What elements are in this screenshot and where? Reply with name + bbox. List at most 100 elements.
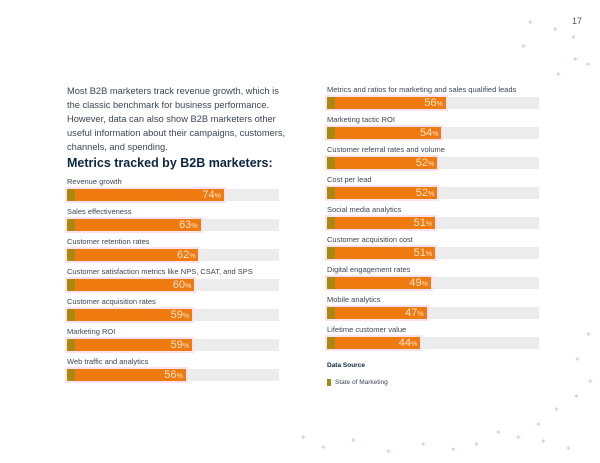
- source-segment: [327, 97, 335, 109]
- source-segment: [327, 307, 335, 319]
- bar-track: 47%: [327, 307, 539, 319]
- bar-track: 74%: [67, 189, 279, 201]
- bar-value-label: 63%: [179, 219, 198, 231]
- bar-label: Social media analytics: [327, 205, 402, 214]
- source-segment: [67, 339, 75, 351]
- source-segment: [327, 187, 335, 199]
- bar-label: Web traffic and analytics: [67, 357, 149, 366]
- sparkle-icon: ✦: [473, 440, 480, 449]
- sparkle-icon: ✦: [535, 420, 542, 429]
- intro-text: Most B2B marketers track revenue growth,…: [67, 86, 286, 152]
- bar-row: Metrics and ratios for marketing and sal…: [327, 85, 539, 115]
- bar-track: 52%: [327, 157, 539, 169]
- bar-value-label: 60%: [172, 279, 192, 291]
- bar-track: 54%: [327, 127, 539, 139]
- bar-value-label: 62%: [176, 249, 196, 261]
- source-segment: [327, 337, 335, 349]
- source-segment: [327, 157, 335, 169]
- bar-track: 56%: [67, 369, 279, 381]
- bar-value-label: 59%: [170, 339, 190, 351]
- bar-track: 51%: [327, 247, 539, 259]
- bar-track: 59%: [67, 339, 279, 351]
- bar-row: Web traffic and analytics 56%: [67, 357, 279, 387]
- sparkle-icon: ✦: [565, 444, 572, 453]
- sparkle-icon: ✦: [574, 355, 581, 364]
- legend: State of Marketing: [327, 379, 388, 386]
- bar-value-label: 44%: [398, 337, 418, 349]
- bar: 59%: [67, 339, 193, 351]
- bar: 49%: [327, 277, 431, 289]
- bar-row: Customer satisfaction metrics like NPS, …: [67, 267, 279, 297]
- bar-row: Customer referral rates and volume 52%: [327, 145, 539, 175]
- chart-heading: Metrics tracked by B2B marketers:: [67, 156, 273, 170]
- bar-row: Social media analytics 51%: [327, 205, 539, 235]
- bar-label: Customer satisfaction metrics like NPS, …: [67, 267, 253, 276]
- sparkle-icon: ✦: [495, 428, 502, 437]
- bar: 63%: [67, 219, 201, 231]
- bar-row: Mobile analytics 47%: [327, 295, 539, 325]
- bar-value-label: 52%: [415, 157, 435, 169]
- bar-row: Sales effectiveness 63%: [67, 207, 279, 237]
- bar-row: Cost per lead 52%: [327, 175, 539, 205]
- sparkle-icon: ✦: [420, 440, 427, 449]
- bar-value-label: 47%: [405, 307, 424, 319]
- bar-value-label: 56%: [164, 369, 183, 381]
- bar-track: 60%: [67, 279, 279, 291]
- bar: 56%: [67, 369, 186, 381]
- bar-label: Sales effectiveness: [67, 207, 132, 216]
- bar-row: Marketing ROI 59%: [67, 327, 279, 357]
- bar-label: Marketing tactic ROI: [327, 115, 395, 124]
- sparkle-icon: ✦: [385, 447, 392, 456]
- legend-label: State of Marketing: [335, 379, 388, 386]
- bar: 60%: [67, 279, 195, 291]
- bar-label: Mobile analytics: [327, 295, 381, 304]
- bar-row: Lifetime customer value 44%: [327, 325, 539, 355]
- bar-label: Digital engagement rates: [327, 265, 411, 274]
- source-segment: [327, 217, 335, 229]
- bar: 54%: [327, 127, 442, 139]
- sparkle-icon: ✦: [585, 60, 592, 69]
- bar: 47%: [327, 307, 427, 319]
- bar-label: Customer acquisition cost: [327, 235, 413, 244]
- bar-label: Revenue growth: [67, 177, 122, 186]
- bar-value-label: 51%: [413, 247, 433, 259]
- bar-track: 63%: [67, 219, 279, 231]
- bar-row: Marketing tactic ROI 54%: [327, 115, 539, 145]
- page-number: 17: [571, 16, 582, 26]
- bar: 51%: [327, 217, 436, 229]
- sparkle-icon: ✦: [555, 70, 562, 79]
- bar-track: 56%: [327, 97, 539, 109]
- sparkle-icon: ✦: [527, 18, 534, 27]
- bar-value-label: 59%: [170, 309, 190, 321]
- sparkle-icon: ✦: [320, 443, 327, 452]
- bar-row: Customer retention rates 62%: [67, 237, 279, 267]
- source-segment: [67, 309, 75, 321]
- bar: 52%: [327, 157, 438, 169]
- bar-row: Customer acquisition rates 59%: [67, 297, 279, 327]
- sparkle-icon: ✦: [520, 42, 527, 51]
- source-segment: [327, 277, 335, 289]
- bar-value-label: 51%: [413, 217, 433, 229]
- sparkle-icon: ✦: [587, 377, 594, 386]
- sparkle-icon: ✦: [515, 433, 522, 442]
- sparkle-icon: ✦: [552, 25, 559, 34]
- sparkle-icon: ✦: [553, 405, 560, 414]
- bar-label: Customer referral rates and volume: [327, 145, 445, 154]
- sparkle-icon: ✦: [300, 433, 307, 442]
- bar-label: Customer retention rates: [67, 237, 150, 246]
- bar-value-label: 54%: [419, 127, 439, 139]
- source-segment: [67, 189, 75, 201]
- bar-track: 59%: [67, 309, 279, 321]
- sparkle-icon: ✦: [585, 330, 592, 339]
- bar: 74%: [67, 189, 224, 201]
- source-segment: [67, 219, 75, 231]
- sparkle-icon: ✦: [573, 392, 580, 401]
- bar-track: 49%: [327, 277, 539, 289]
- bar-track: 51%: [327, 217, 539, 229]
- bar-label: Marketing ROI: [67, 327, 116, 336]
- bar-value-label: 56%: [424, 97, 443, 109]
- bar-label: Customer acquisition rates: [67, 297, 156, 306]
- bar-value-label: 52%: [415, 187, 435, 199]
- bar: 62%: [67, 249, 199, 261]
- bar: 51%: [327, 247, 436, 259]
